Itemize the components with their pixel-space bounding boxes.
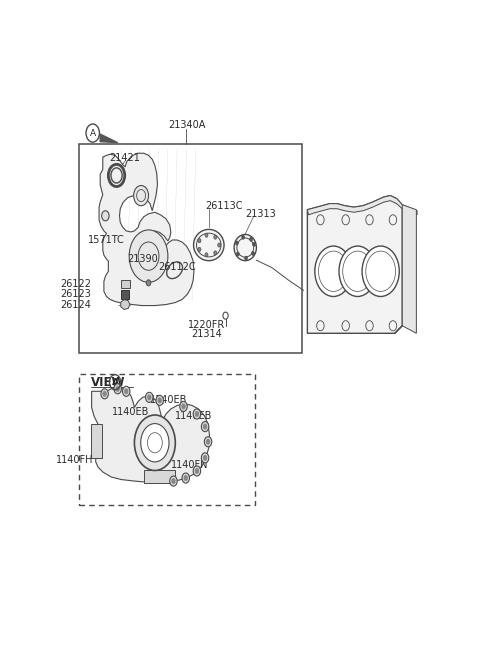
- Circle shape: [114, 384, 121, 394]
- Circle shape: [102, 211, 109, 221]
- Circle shape: [193, 466, 201, 476]
- Polygon shape: [395, 204, 416, 333]
- Text: 1140FH: 1140FH: [56, 455, 94, 465]
- Text: 1140EB: 1140EB: [175, 411, 213, 421]
- Circle shape: [241, 235, 245, 239]
- Polygon shape: [92, 387, 210, 482]
- Circle shape: [218, 243, 221, 247]
- Text: 21313: 21313: [245, 209, 276, 219]
- Circle shape: [252, 252, 254, 255]
- Circle shape: [252, 242, 256, 246]
- Polygon shape: [121, 299, 130, 309]
- Circle shape: [362, 246, 399, 297]
- Circle shape: [203, 455, 207, 461]
- Circle shape: [146, 280, 151, 286]
- Circle shape: [198, 248, 201, 252]
- Text: A: A: [111, 378, 119, 386]
- Polygon shape: [99, 153, 194, 305]
- Circle shape: [315, 246, 352, 297]
- Circle shape: [205, 253, 208, 257]
- Circle shape: [156, 396, 163, 405]
- Circle shape: [182, 473, 190, 483]
- Circle shape: [214, 251, 217, 255]
- Text: 21340A: 21340A: [168, 120, 205, 130]
- Ellipse shape: [193, 229, 224, 261]
- Text: VIEW: VIEW: [91, 376, 125, 388]
- Bar: [144, 470, 175, 483]
- Circle shape: [198, 238, 201, 242]
- Circle shape: [102, 391, 107, 397]
- Polygon shape: [307, 196, 417, 215]
- Circle shape: [235, 241, 239, 245]
- Circle shape: [214, 235, 217, 239]
- Circle shape: [157, 398, 162, 403]
- Circle shape: [202, 422, 209, 432]
- Circle shape: [129, 230, 168, 282]
- Text: 26124: 26124: [61, 299, 92, 310]
- Text: 1140EB: 1140EB: [112, 407, 149, 417]
- Circle shape: [206, 439, 210, 445]
- Circle shape: [250, 237, 252, 241]
- Text: 26122: 26122: [60, 280, 92, 290]
- Circle shape: [237, 252, 240, 256]
- Bar: [79, 144, 302, 354]
- Circle shape: [141, 424, 169, 462]
- Circle shape: [195, 468, 199, 474]
- Circle shape: [245, 256, 248, 260]
- Circle shape: [115, 386, 120, 392]
- Text: A: A: [90, 128, 96, 138]
- Text: 21421: 21421: [109, 153, 141, 163]
- Text: 21314: 21314: [192, 329, 222, 339]
- Circle shape: [183, 475, 188, 481]
- Circle shape: [134, 415, 175, 470]
- Circle shape: [171, 478, 176, 484]
- Ellipse shape: [234, 234, 256, 261]
- Circle shape: [339, 246, 376, 297]
- Circle shape: [124, 388, 129, 394]
- Text: 26112C: 26112C: [159, 262, 196, 272]
- Circle shape: [193, 409, 201, 419]
- Text: 1220FR: 1220FR: [188, 320, 226, 329]
- Circle shape: [203, 424, 207, 430]
- Polygon shape: [100, 134, 118, 143]
- Text: 21390: 21390: [127, 254, 158, 264]
- Text: 1140EB: 1140EB: [150, 396, 187, 405]
- Circle shape: [101, 389, 108, 399]
- Bar: [121, 290, 129, 299]
- Bar: [91, 424, 102, 458]
- Circle shape: [205, 233, 208, 237]
- Circle shape: [133, 185, 148, 206]
- Circle shape: [180, 402, 187, 411]
- Text: 26113C: 26113C: [205, 200, 242, 211]
- Circle shape: [204, 437, 212, 447]
- Circle shape: [145, 392, 153, 402]
- Text: 1571TC: 1571TC: [88, 235, 125, 245]
- Circle shape: [147, 394, 152, 400]
- Circle shape: [181, 403, 186, 409]
- Bar: [79, 373, 255, 505]
- Polygon shape: [307, 196, 402, 333]
- Text: 26123: 26123: [61, 290, 92, 299]
- Circle shape: [195, 411, 199, 417]
- Circle shape: [170, 476, 177, 486]
- Circle shape: [122, 386, 130, 396]
- Text: 1140FN: 1140FN: [171, 460, 209, 470]
- Bar: [120, 280, 130, 288]
- Circle shape: [202, 453, 209, 463]
